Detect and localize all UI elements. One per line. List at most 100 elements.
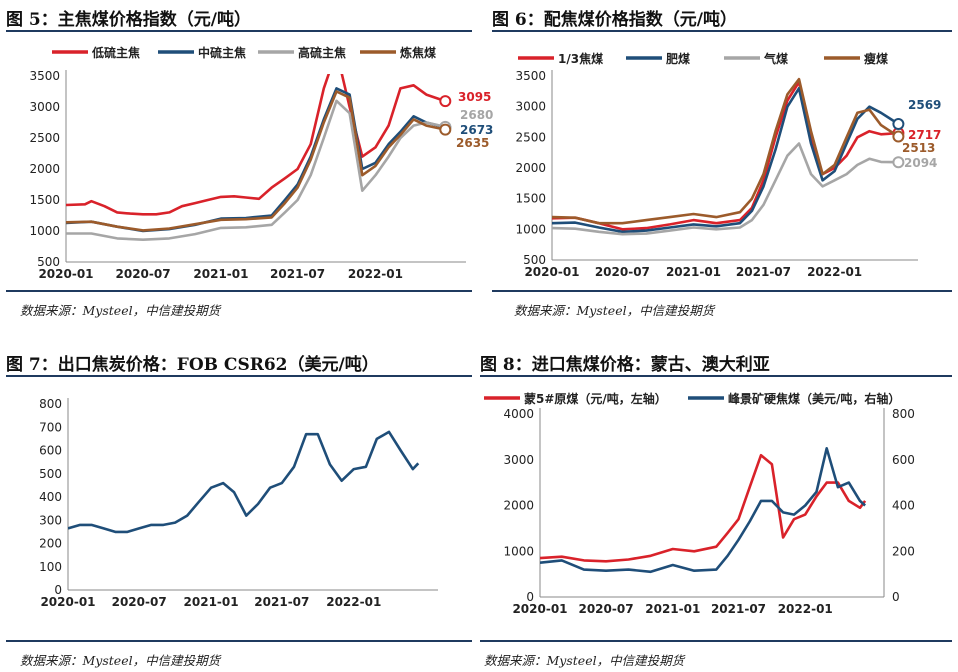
end-marker bbox=[892, 156, 905, 169]
chart-blend-coking-coal: 500 1000 1500 2000 2500 3000 3500 2020-01 2020-0… bbox=[515, 51, 941, 279]
x-tick-label: 2021-07 bbox=[270, 267, 325, 281]
series-line bbox=[540, 447, 866, 574]
x-tick-label: 2020-01 bbox=[524, 265, 579, 279]
end-value-label: 2717 bbox=[908, 128, 941, 142]
y-tick-label: 200 bbox=[39, 537, 62, 551]
x-tick-label: 2022-01 bbox=[348, 267, 403, 281]
bottom-rule bbox=[492, 290, 952, 292]
y-tick-label: 1000 bbox=[503, 544, 534, 558]
end-value-label: 2635 bbox=[456, 136, 489, 150]
end-marker bbox=[892, 130, 905, 143]
x-tick-label: 2022-01 bbox=[326, 595, 381, 609]
y-tick-label: 0 bbox=[54, 583, 62, 597]
legend-label: 炼焦煤 bbox=[400, 45, 436, 60]
x-tick-label: 2020-07 bbox=[116, 267, 171, 281]
x-tick-label: 2021-07 bbox=[736, 265, 791, 279]
bottom-rule bbox=[6, 290, 472, 292]
y-right-tick-label: 600 bbox=[892, 453, 915, 467]
y-tick-label: 800 bbox=[39, 397, 62, 411]
series-line bbox=[540, 453, 867, 563]
y-tick-label: 2000 bbox=[503, 499, 534, 513]
y-tick-label: 2500 bbox=[515, 130, 546, 144]
legend-label: 1/3焦煤 bbox=[558, 51, 603, 66]
y-tick-label: 500 bbox=[37, 255, 60, 269]
chart-main-coking-coal: 500 1000 1500 2000 2500 3000 3500 2020-01 2020-0… bbox=[29, 45, 493, 281]
series-line bbox=[66, 90, 446, 232]
end-marker bbox=[439, 123, 452, 136]
series-line bbox=[66, 87, 446, 233]
data-source: 数据来源：Mysteel，中信建投期货 bbox=[484, 653, 685, 668]
series-line bbox=[552, 77, 900, 225]
y-tick-label: 3000 bbox=[515, 100, 546, 114]
legend-label: 肥煤 bbox=[666, 51, 690, 66]
y-tick-label: 3500 bbox=[29, 69, 60, 83]
y-right-tick-label: 400 bbox=[892, 499, 915, 513]
y-tick-label: 3000 bbox=[503, 453, 534, 467]
y-tick-label: 3500 bbox=[515, 69, 546, 83]
chart-import-coking-coal: 0 1000 2000 3000 4000 0 200 400 600 800 2020-01 202… bbox=[484, 391, 915, 616]
series-line bbox=[68, 430, 420, 534]
x-tick-label: 2021-01 bbox=[645, 602, 700, 616]
y-tick-label: 600 bbox=[39, 444, 62, 458]
x-tick-label: 2022-01 bbox=[807, 265, 862, 279]
y-tick-label: 400 bbox=[39, 490, 62, 504]
legend-label: 高硫主焦 bbox=[298, 45, 346, 60]
x-tick-label: 2021-01 bbox=[184, 595, 239, 609]
x-tick-label: 2020-01 bbox=[38, 267, 93, 281]
x-tick-label: 2020-01 bbox=[40, 595, 95, 609]
x-tick-label: 2021-01 bbox=[666, 265, 721, 279]
y-tick-label: 4000 bbox=[503, 407, 534, 421]
x-tick-label: 2021-07 bbox=[254, 595, 309, 609]
end-value-label: 3095 bbox=[458, 90, 491, 104]
y-tick-label: 1500 bbox=[29, 193, 60, 207]
title-rule bbox=[492, 30, 952, 32]
y-tick-label: 700 bbox=[39, 420, 62, 434]
chart-title: 图 7：出口焦炭价格：FOB CSR62（美元/吨） bbox=[6, 355, 379, 375]
y-tick-label: 2000 bbox=[515, 161, 546, 175]
series-line bbox=[552, 86, 900, 234]
y-tick-label: 1500 bbox=[515, 192, 546, 206]
chart-title: 图 5：主焦煤价格指数（元/吨） bbox=[6, 10, 251, 30]
series-line bbox=[552, 142, 899, 236]
bottom-rule bbox=[480, 640, 952, 642]
legend-label: 峰景矿硬焦煤（美元/吨，右轴） bbox=[728, 391, 900, 406]
x-tick-label: 2021-01 bbox=[193, 267, 248, 281]
end-value-label: 2673 bbox=[460, 123, 493, 137]
x-tick-label: 2022-01 bbox=[778, 602, 833, 616]
legend-label: 瘦煤 bbox=[864, 51, 888, 66]
y-tick-label: 1000 bbox=[29, 224, 60, 238]
x-tick-label: 2020-07 bbox=[578, 602, 633, 616]
data-source: 数据来源：Mysteel，中信建投期货 bbox=[20, 303, 221, 318]
legend-label: 蒙5#原煤（元/吨，左轴） bbox=[524, 391, 667, 406]
y-tick-label: 0 bbox=[526, 590, 534, 604]
y-tick-label: 500 bbox=[523, 253, 546, 267]
end-marker bbox=[439, 95, 452, 108]
x-tick-label: 2020-07 bbox=[112, 595, 167, 609]
legend-label: 中硫主焦 bbox=[198, 45, 246, 60]
end-value-label: 2569 bbox=[908, 98, 941, 112]
x-tick-label: 2020-01 bbox=[512, 602, 567, 616]
y-tick-label: 1000 bbox=[515, 222, 546, 236]
y-tick-label: 100 bbox=[39, 560, 62, 574]
x-tick-label: 2020-07 bbox=[595, 265, 650, 279]
legend-label: 气煤 bbox=[763, 51, 788, 66]
y-right-tick-label: 200 bbox=[892, 544, 915, 558]
bottom-rule bbox=[6, 640, 472, 642]
chart-export-coke: 0 100 200 300 400 500 600 700 800 2020-01 2020-07 2… bbox=[39, 397, 438, 609]
legend-label: 低硫主焦 bbox=[91, 45, 140, 60]
series-line bbox=[66, 99, 446, 241]
y-tick-label: 3000 bbox=[29, 100, 60, 114]
series-line bbox=[552, 80, 899, 231]
title-rule bbox=[6, 30, 472, 32]
data-source: 数据来源：Mysteel，中信建投期货 bbox=[20, 653, 221, 668]
y-tick-label: 2500 bbox=[29, 131, 60, 145]
end-value-label: 2680 bbox=[460, 108, 493, 122]
chart-title: 图 8：进口焦煤价格：蒙古、澳大利亚 bbox=[480, 355, 770, 375]
series-line bbox=[66, 74, 446, 216]
y-tick-label: 300 bbox=[39, 513, 62, 527]
y-tick-label: 500 bbox=[39, 467, 62, 481]
x-tick-label: 2021-07 bbox=[711, 602, 766, 616]
title-rule bbox=[6, 375, 472, 377]
chart-title: 图 6：配焦煤价格指数（元/吨） bbox=[492, 10, 737, 30]
end-value-label: 2513 bbox=[902, 141, 935, 155]
